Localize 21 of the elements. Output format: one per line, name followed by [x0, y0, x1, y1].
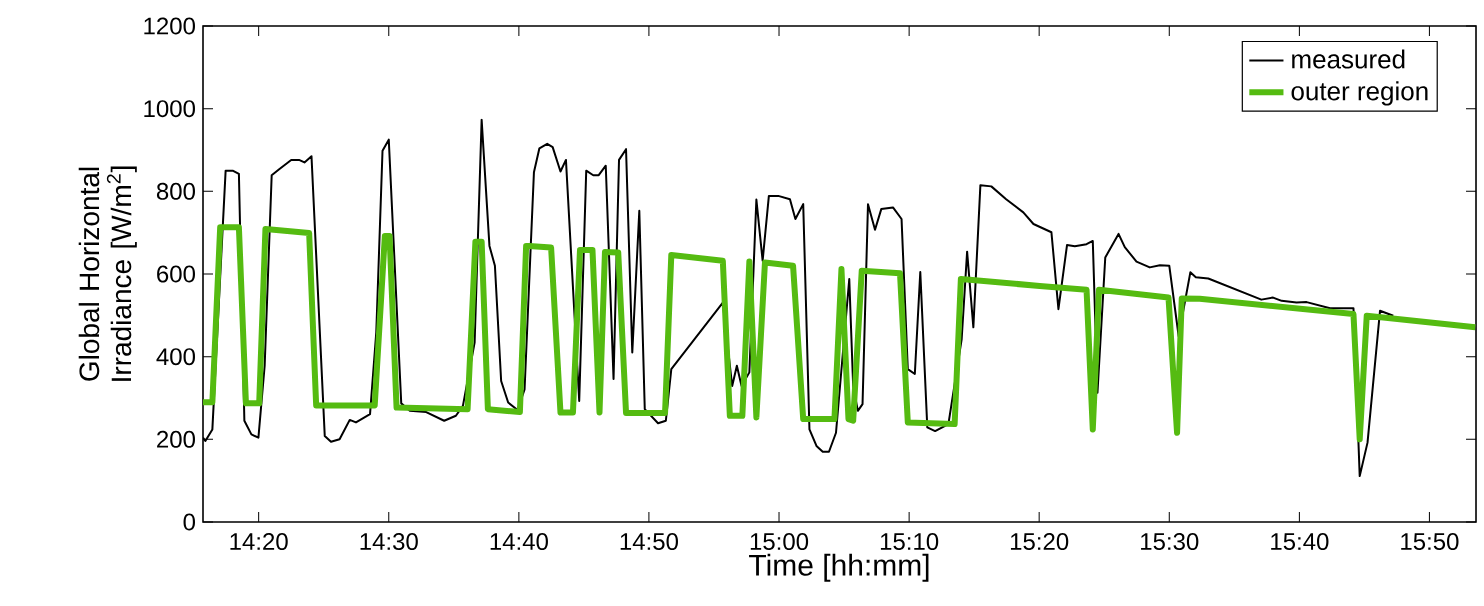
y-tick-label: 400	[156, 348, 195, 366]
y-tick-label: 200	[157, 430, 195, 448]
x-tick-label: 14:30	[360, 533, 418, 551]
y-tick-label: 600	[157, 265, 195, 283]
y-axis-title: Global Horizontal Irradiance [W/m$^{2}$]	[78, 166, 137, 381]
x-tick-label: 15:10	[880, 533, 939, 551]
x-tick-label: 15:30	[1141, 533, 1199, 551]
y-tick-label: 1200	[144, 17, 195, 35]
x-tick-label: 15:40	[1271, 533, 1329, 551]
legend-label: outer region	[1291, 81, 1428, 106]
x-axis-title: Time [hh:mm]	[749, 553, 929, 582]
x-tick-label: 15:00	[750, 533, 809, 551]
x-tick-label: 14:20	[230, 533, 288, 551]
x-tick-label: 15:20	[1010, 533, 1069, 551]
y-tick-label: 800	[156, 182, 195, 200]
legend-label: measured	[1292, 49, 1405, 69]
x-tick-label: 14:50	[620, 533, 678, 551]
y-tick-label: 0	[183, 513, 196, 531]
y-tick-label: 1000	[144, 100, 195, 118]
x-tick-label: 15:50	[1401, 533, 1459, 551]
x-tick-label: 14:40	[490, 533, 548, 551]
